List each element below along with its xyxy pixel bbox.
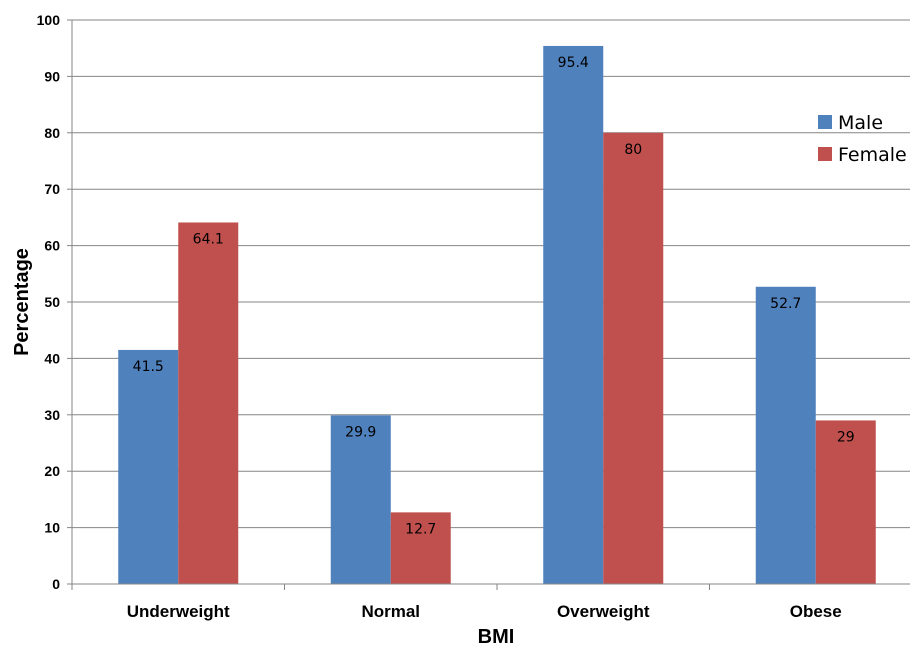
y-tick-label: 100 <box>37 12 61 28</box>
legend-swatch-male <box>818 115 832 129</box>
data-label: 64.1 <box>193 231 224 247</box>
bar-female <box>390 512 451 584</box>
x-tick-label: Underweight <box>127 602 230 621</box>
y-tick-label: 20 <box>44 463 60 479</box>
bar-male <box>330 415 391 584</box>
y-tick-label: 60 <box>44 238 60 254</box>
legend-swatch-female <box>818 147 832 161</box>
data-label: 80 <box>624 142 642 158</box>
y-tick-label: 0 <box>52 576 60 592</box>
data-label: 95.4 <box>558 55 589 71</box>
x-tick-label: Overweight <box>557 602 650 621</box>
x-axis-title: BMI <box>478 626 515 647</box>
bar-female <box>178 222 239 584</box>
axes <box>67 19 910 590</box>
legend-label-female: Female <box>838 144 907 166</box>
x-tick-label: Obese <box>790 602 842 621</box>
x-tick-label: Normal <box>361 602 420 621</box>
data-label: 52.7 <box>770 296 801 312</box>
data-label: 41.5 <box>133 359 164 375</box>
x-tick-labels: Underweight Normal Overweight Obese <box>127 602 842 621</box>
data-label: 12.7 <box>405 521 436 537</box>
data-label: 29.9 <box>345 424 376 440</box>
y-tick-label: 90 <box>44 68 60 84</box>
y-tick-label: 50 <box>44 294 60 310</box>
y-tick-label: 10 <box>44 520 60 536</box>
bar-male <box>118 349 179 584</box>
y-tick-label: 40 <box>44 350 60 366</box>
legend-label-male: Male <box>838 112 883 134</box>
bars <box>118 45 876 585</box>
bar-female <box>815 420 876 584</box>
y-tick-label: 30 <box>44 407 60 423</box>
y-axis-title: Percentage <box>11 248 33 356</box>
bar-male <box>543 45 604 585</box>
y-tick-label: 70 <box>44 181 60 197</box>
bar-male <box>755 286 816 584</box>
bar-female <box>603 132 664 585</box>
y-tick-label: 80 <box>44 125 60 141</box>
data-labels: 41.5 29.9 95.4 52.7 64.1 12.7 80 29 <box>133 55 855 537</box>
data-label: 29 <box>837 429 855 445</box>
y-tick-labels: 0 10 20 30 40 50 60 70 80 90 100 <box>37 12 61 592</box>
legend: Male Female <box>818 112 907 166</box>
